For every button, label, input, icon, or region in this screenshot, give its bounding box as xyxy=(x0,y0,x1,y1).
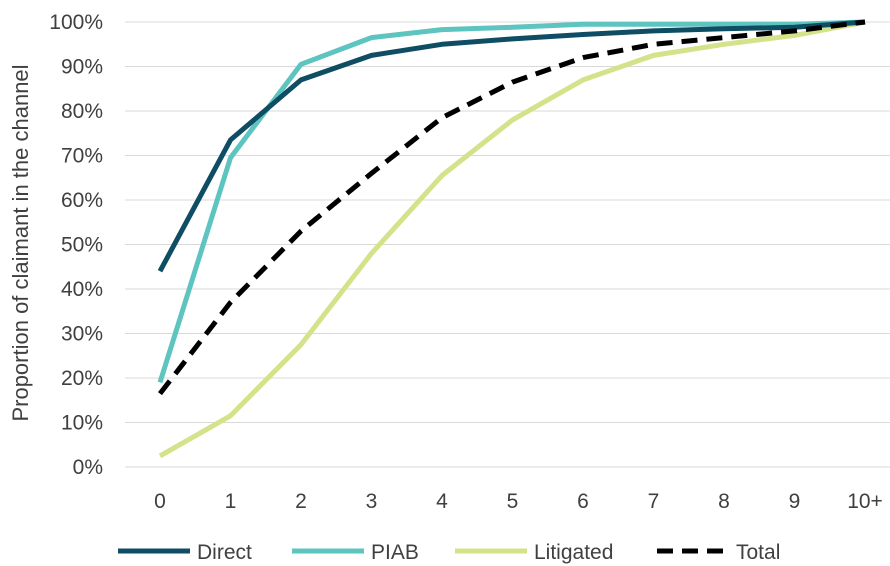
x-tick-label: 7 xyxy=(648,490,660,513)
x-axis-tick-labels: 0 1 2 3 4 5 6 7 8 9 10+ xyxy=(154,490,883,513)
series-line-litigated xyxy=(158,19,866,459)
legend-label-litigated: Litigated xyxy=(534,541,613,564)
y-axis-title: Proportion of claimant in the channel xyxy=(8,64,33,421)
x-tick-label: 9 xyxy=(789,490,801,513)
series-line-direct xyxy=(157,19,866,273)
series-line-piab xyxy=(157,19,866,384)
x-tick-label: 3 xyxy=(366,490,378,513)
grid-lines xyxy=(125,21,890,468)
x-tick-label: 8 xyxy=(718,490,730,513)
x-tick-label: 2 xyxy=(295,490,307,513)
y-tick-label: 60% xyxy=(61,189,103,212)
series-line-total xyxy=(158,19,866,396)
x-tick-label: 4 xyxy=(436,490,448,513)
y-tick-label: 80% xyxy=(61,100,103,123)
legend-label-total: Total xyxy=(736,541,780,564)
y-tick-label: 20% xyxy=(61,367,103,390)
x-tick-label: 5 xyxy=(507,490,519,513)
y-tick-label: 90% xyxy=(61,56,103,79)
legend-label-piab: PIAB xyxy=(371,541,419,564)
y-tick-label: 50% xyxy=(61,234,103,257)
legend: Direct PIAB Litigated Total xyxy=(118,541,780,564)
x-tick-label: 0 xyxy=(154,490,166,513)
y-tick-label: 10% xyxy=(61,412,103,435)
y-tick-label: 70% xyxy=(61,145,103,168)
y-tick-label: 30% xyxy=(61,323,103,346)
series-lines xyxy=(157,19,866,459)
y-tick-label: 40% xyxy=(61,278,103,301)
legend-label-direct: Direct xyxy=(197,541,252,564)
y-tick-label: 100% xyxy=(49,11,103,34)
x-tick-label: 1 xyxy=(225,490,237,513)
x-tick-label: 6 xyxy=(577,490,589,513)
y-tick-label: 0% xyxy=(73,456,103,479)
y-axis-tick-labels: 0% 10% 20% 30% 40% 50% 60% 70% 80% 90% 100% xyxy=(49,11,103,479)
x-tick-label: 10+ xyxy=(847,490,883,513)
